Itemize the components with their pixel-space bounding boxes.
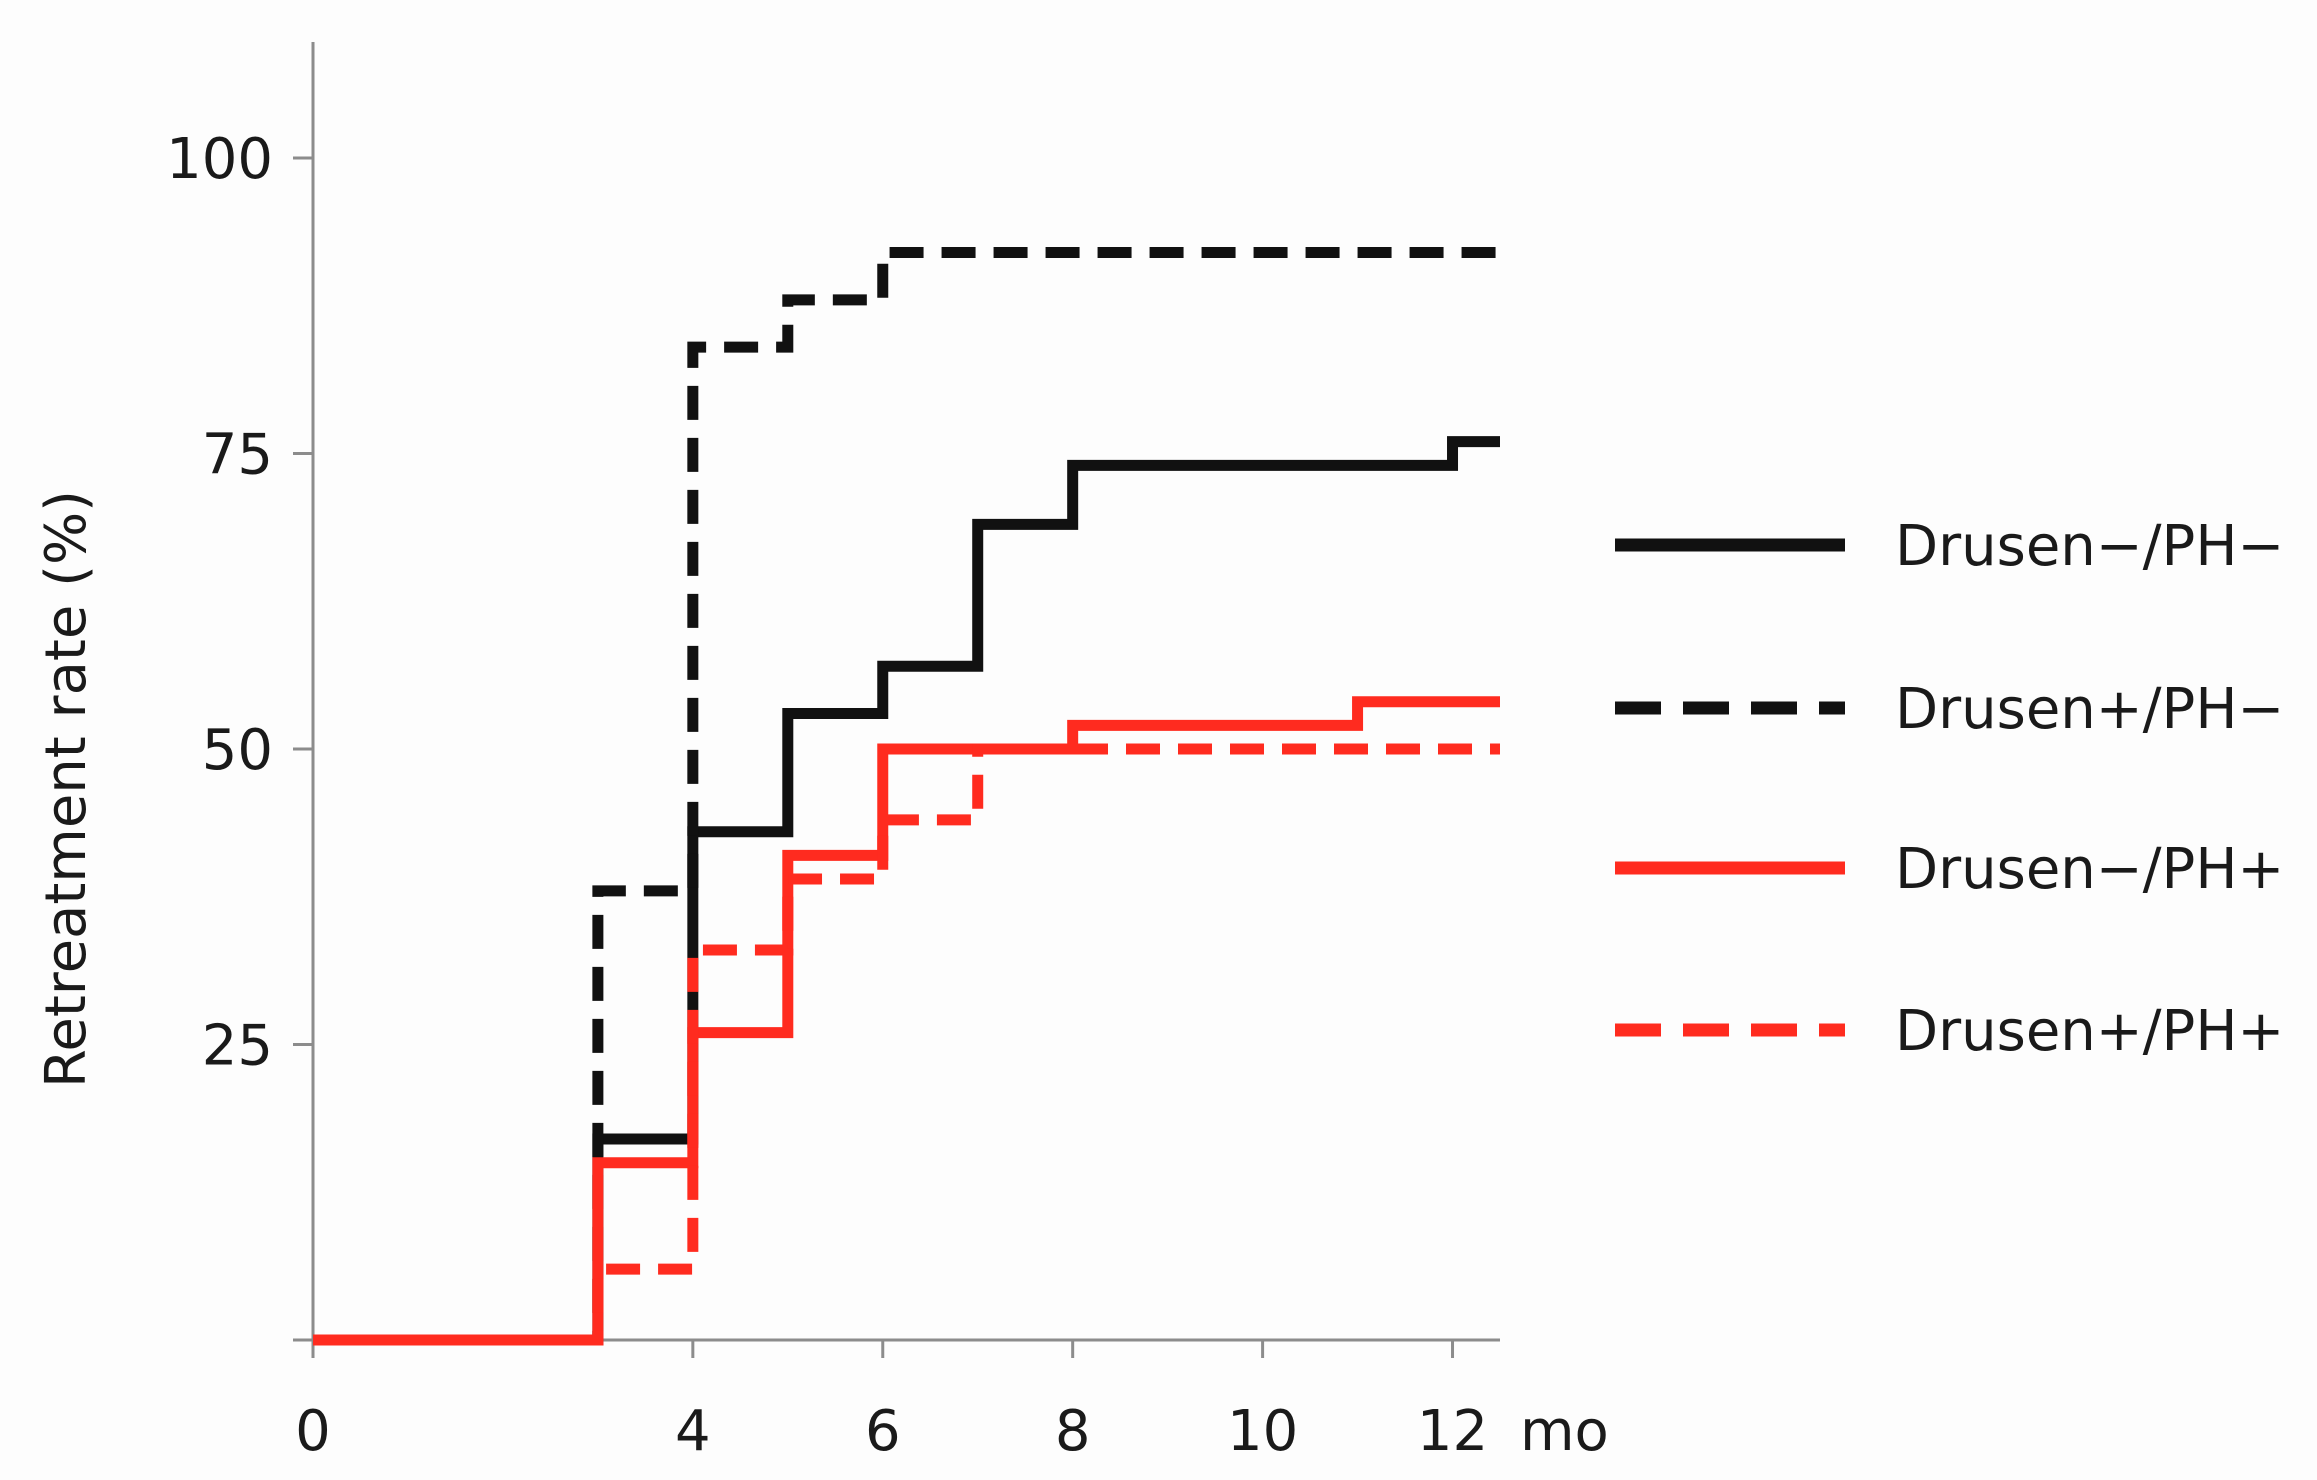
legend-label: Drusen+/PH+ [1895,999,2284,1064]
series-line-1 [313,436,1500,1346]
y-axis-ticks: 25 50 75 100 [166,127,313,1079]
x-tick-label: 12 [1417,1399,1488,1464]
x-axis-unit-label: mo [1520,1399,1609,1464]
x-axis-ticks: 0 4 6 8 10 12 [295,1340,1488,1464]
x-tick-label: 4 [675,1399,711,1464]
legend-label: Drusen−/PH− [1895,514,2284,579]
legend-label: Drusen−/PH+ [1895,837,2284,902]
x-tick-label: 6 [865,1399,901,1464]
x-tick-label: 8 [1055,1399,1091,1464]
y-axis-title: Retreatment rate (%) [34,490,99,1088]
legend: Drusen−/PH− Drusen+/PH− Drusen−/PH+ Drusen+… [1615,514,2284,1064]
y-tick-label: 50 [202,718,273,783]
y-tick-label: 75 [202,423,273,488]
y-tick-label: 100 [166,127,273,192]
series-line-2 [313,247,1500,1346]
x-tick-label: 0 [295,1399,331,1464]
series-line-4 [313,743,1500,1346]
series-layer [313,247,1500,1346]
x-tick-label: 10 [1227,1399,1298,1464]
axes [293,42,1500,1358]
series-line-3 [313,696,1500,1346]
y-tick-label: 25 [202,1014,273,1079]
legend-label: Drusen+/PH− [1895,677,2284,742]
